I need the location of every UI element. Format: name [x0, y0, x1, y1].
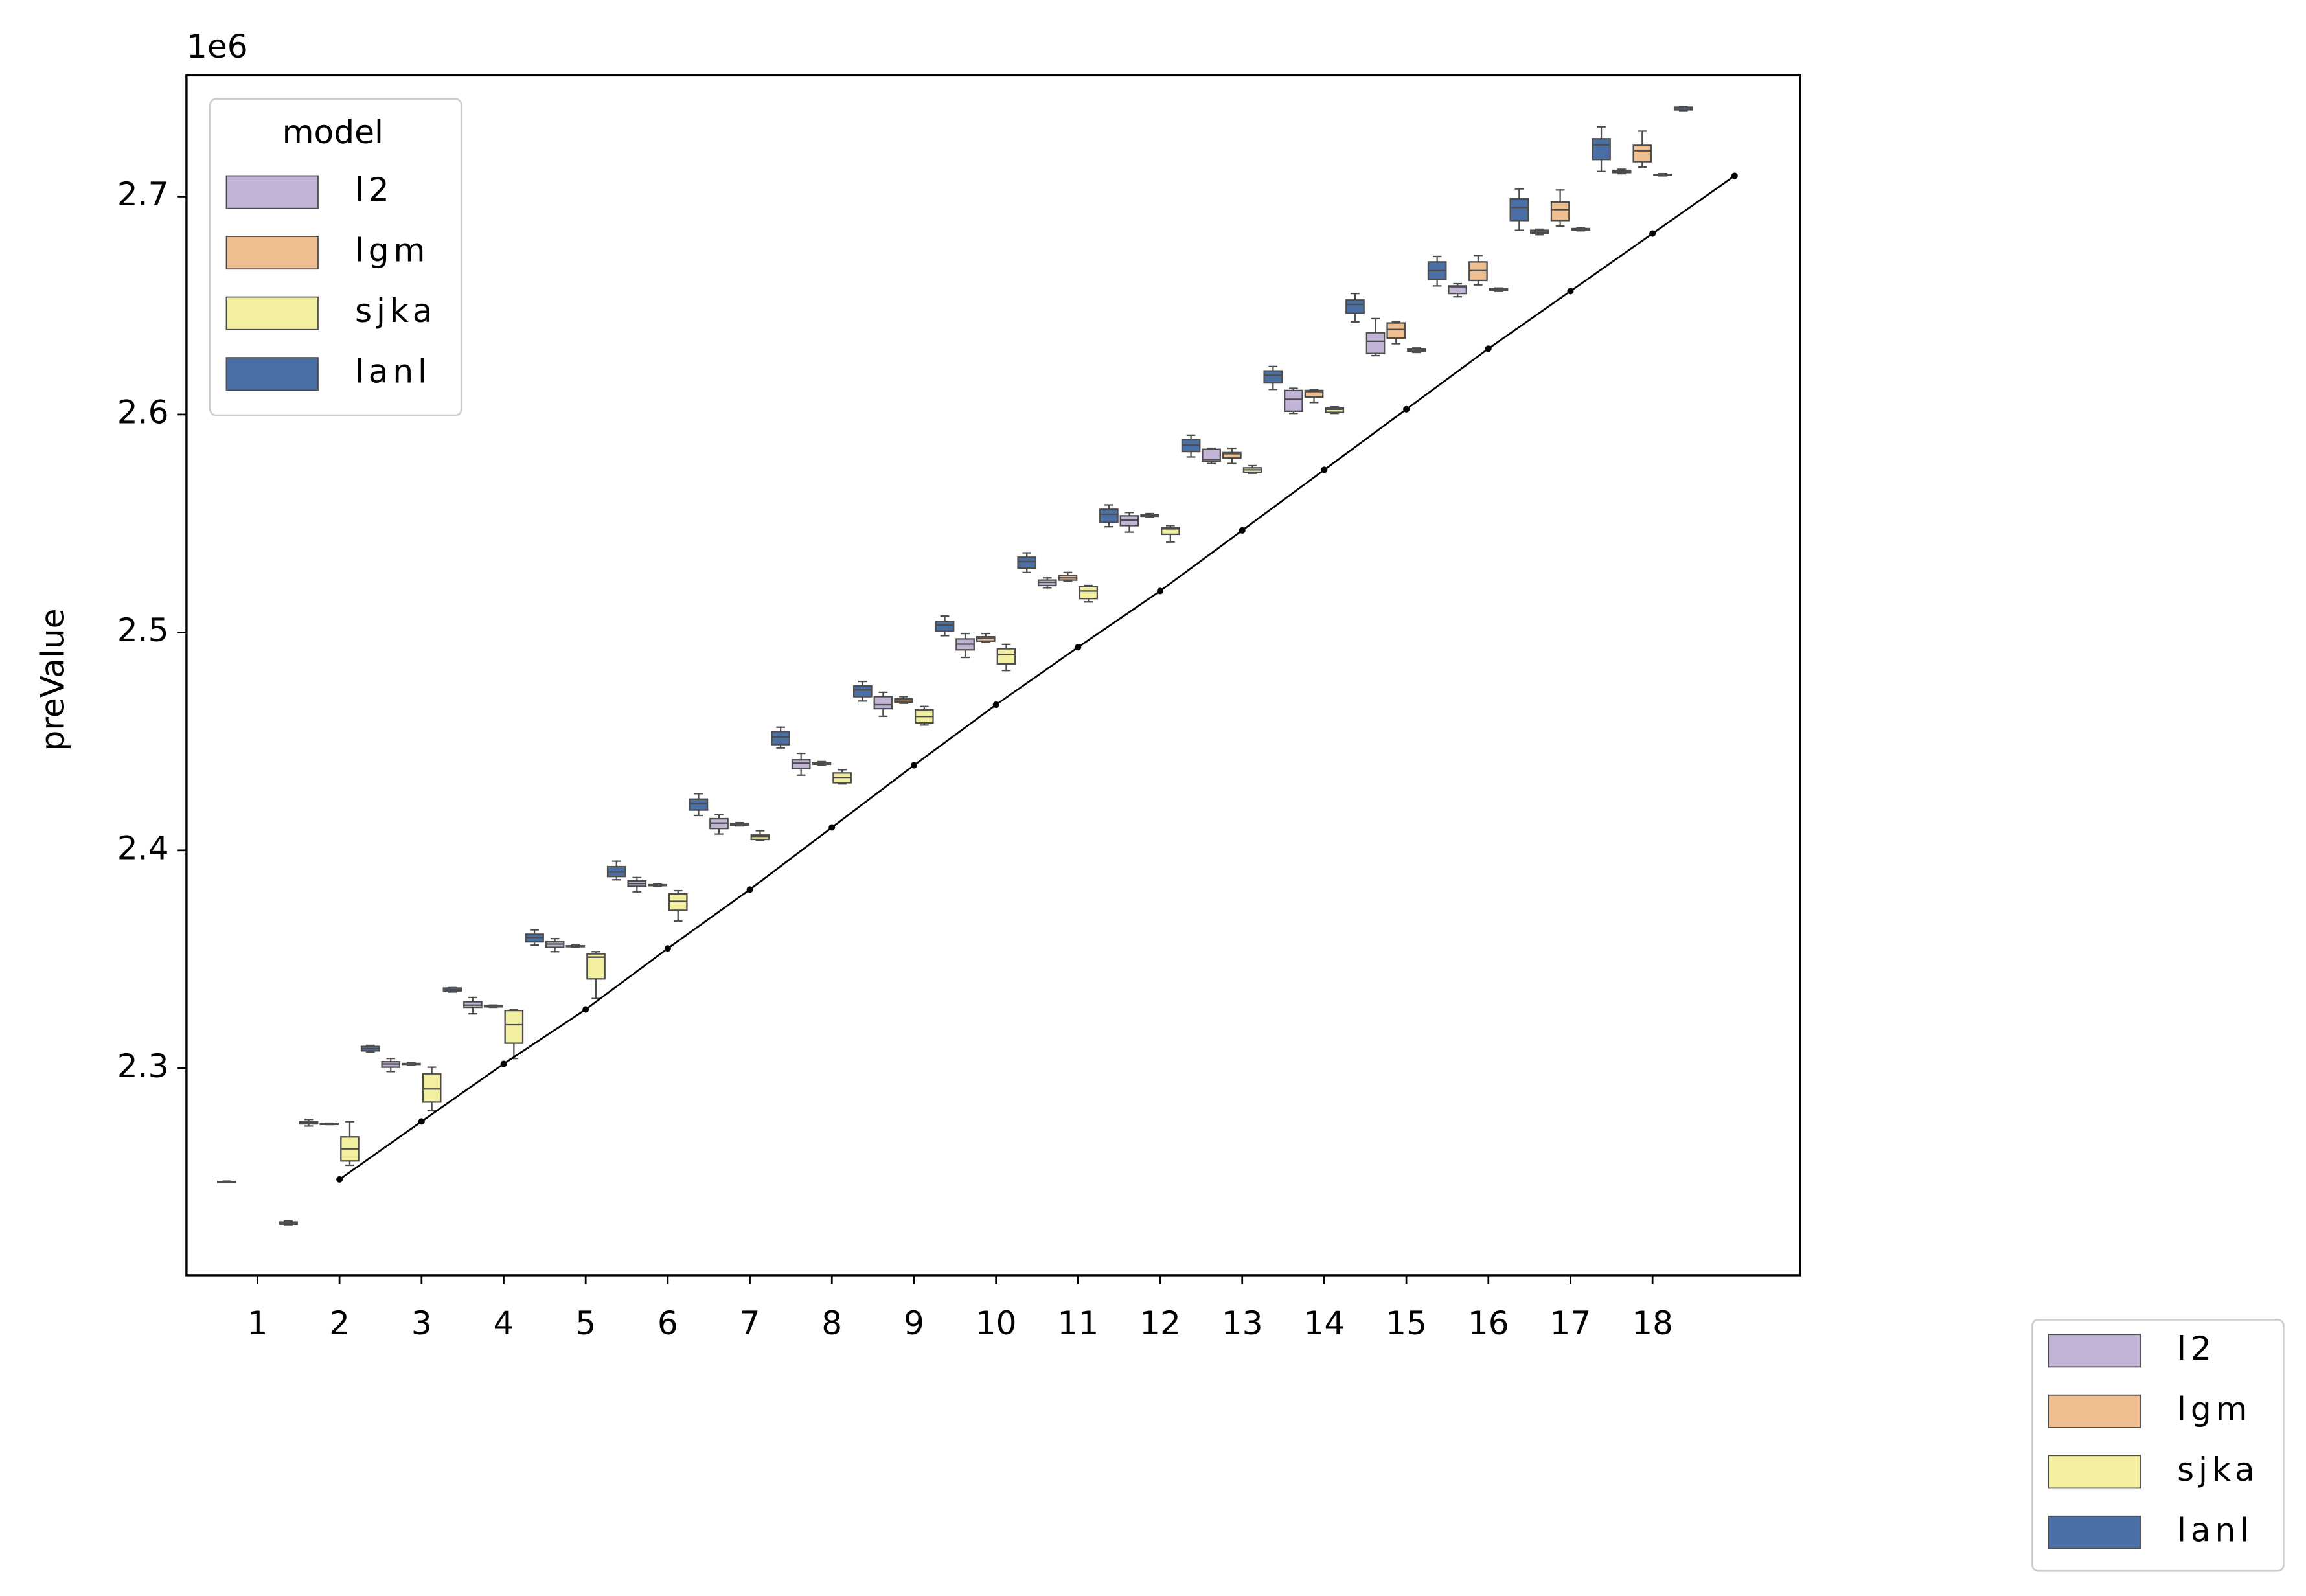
box — [1448, 285, 1468, 295]
legend-label: lgm — [2177, 1389, 2252, 1428]
x-tick-label: 15 — [1386, 1304, 1427, 1342]
box — [791, 759, 811, 770]
x-tick-label: 17 — [1550, 1304, 1592, 1342]
box — [1017, 556, 1037, 569]
legend-label: lanl — [2177, 1510, 2254, 1549]
box — [1284, 389, 1303, 412]
line-point — [828, 824, 836, 831]
x-tick-label: 2 — [329, 1304, 350, 1342]
line-point — [1075, 644, 1082, 651]
y-tick-label: 2.4 — [117, 828, 169, 867]
box — [1550, 201, 1570, 222]
x-tick-label: 13 — [1222, 1304, 1263, 1342]
box — [771, 731, 790, 746]
x-tick-label: 12 — [1139, 1304, 1181, 1342]
line-point — [336, 1176, 343, 1183]
line-point — [1403, 405, 1410, 413]
x-tick-label: 4 — [494, 1304, 514, 1342]
line-point — [1731, 172, 1738, 179]
legend-label: l2 — [355, 170, 394, 209]
box — [1099, 508, 1119, 523]
x-tick-label: 9 — [904, 1304, 924, 1342]
legend-label: lgm — [355, 231, 429, 269]
x-tick-label: 1 — [247, 1304, 268, 1342]
line-point — [992, 701, 999, 709]
box — [1222, 451, 1242, 459]
y-tick-label: 2.5 — [117, 611, 169, 649]
box — [1345, 299, 1365, 314]
x-tick-label: 6 — [657, 1304, 678, 1342]
box — [668, 893, 688, 911]
box — [422, 1073, 442, 1103]
legend-swatch — [225, 357, 319, 391]
x-tick-label: 10 — [976, 1304, 1017, 1342]
y-axis-label: preValue — [33, 608, 71, 751]
box — [852, 685, 873, 698]
legend-swatch — [2048, 1455, 2141, 1489]
x-tick-label: 7 — [740, 1304, 760, 1342]
line-point — [1649, 230, 1656, 237]
legend-label: sjka — [2177, 1450, 2259, 1488]
y-tick-label: 2.7 — [117, 175, 169, 213]
x-tick-label: 8 — [821, 1304, 842, 1342]
legend-swatch — [2048, 1394, 2141, 1428]
box — [1632, 144, 1652, 163]
line-point — [418, 1118, 425, 1125]
line-point — [664, 945, 671, 952]
line-point — [746, 886, 753, 893]
legend-swatch — [2048, 1515, 2141, 1549]
box — [1202, 448, 1221, 462]
x-tick-label: 16 — [1468, 1304, 1509, 1342]
line-point — [1321, 466, 1328, 473]
legend-swatch — [2048, 1334, 2141, 1368]
box — [689, 798, 709, 811]
box — [1386, 322, 1406, 339]
legend-swatch — [225, 296, 319, 330]
line-point — [500, 1060, 507, 1067]
box — [935, 621, 955, 632]
box — [586, 953, 606, 980]
box — [1079, 586, 1099, 600]
box — [750, 834, 770, 841]
x-tick-label: 11 — [1057, 1304, 1099, 1342]
offset-text: 1e6 — [187, 27, 248, 65]
legend-label: sjka — [355, 291, 437, 330]
line-point — [1157, 587, 1164, 595]
y-tick-label: 2.3 — [117, 1047, 169, 1085]
legend-label: l2 — [2177, 1329, 2216, 1367]
line-point — [910, 762, 917, 769]
line-point — [1239, 527, 1246, 534]
line-point — [582, 1006, 589, 1013]
box — [1304, 389, 1324, 398]
plot-frame — [185, 74, 1802, 1277]
box — [1161, 527, 1180, 536]
box — [873, 696, 893, 710]
line-point — [1567, 288, 1574, 295]
x-tick-label: 14 — [1303, 1304, 1345, 1342]
x-tick-label: 5 — [575, 1304, 596, 1342]
box — [1365, 332, 1386, 354]
box — [1509, 198, 1529, 222]
box — [1263, 370, 1283, 384]
box — [1325, 407, 1345, 413]
legend-swatch — [225, 175, 319, 209]
legend-frame — [2031, 1318, 2285, 1572]
box — [996, 648, 1016, 665]
line-point — [1485, 345, 1492, 352]
x-tick-label: 3 — [411, 1304, 432, 1342]
box — [1592, 138, 1611, 161]
x-tick-label: 18 — [1632, 1304, 1673, 1342]
legend-swatch — [225, 236, 319, 270]
legend-title: model — [282, 113, 383, 151]
legend-label: lanl — [355, 352, 431, 391]
box — [504, 1009, 524, 1044]
line — [339, 175, 1735, 1180]
y-tick-label: 2.6 — [117, 393, 169, 431]
